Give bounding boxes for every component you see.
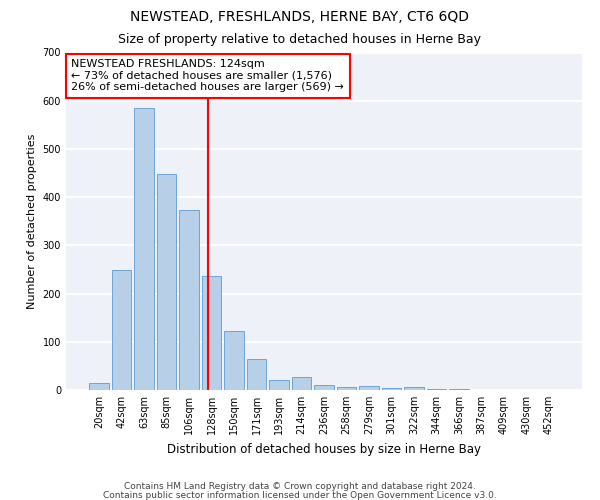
Bar [292, 376, 311, 390]
Bar [134, 108, 154, 390]
Bar [224, 331, 244, 390]
Bar [89, 383, 109, 390]
Bar [157, 174, 176, 390]
Text: Contains HM Land Registry data © Crown copyright and database right 2024.: Contains HM Land Registry data © Crown c… [124, 482, 476, 491]
Text: Contains public sector information licensed under the Open Government Licence v3: Contains public sector information licen… [103, 491, 497, 500]
Bar [449, 389, 469, 390]
Bar [427, 388, 446, 390]
Bar [337, 386, 356, 390]
Text: NEWSTEAD, FRESHLANDS, HERNE BAY, CT6 6QD: NEWSTEAD, FRESHLANDS, HERNE BAY, CT6 6QD [131, 10, 470, 24]
Bar [404, 386, 424, 390]
X-axis label: Distribution of detached houses by size in Herne Bay: Distribution of detached houses by size … [167, 442, 481, 456]
Bar [382, 388, 401, 390]
Y-axis label: Number of detached properties: Number of detached properties [27, 134, 37, 309]
Text: Size of property relative to detached houses in Herne Bay: Size of property relative to detached ho… [119, 32, 482, 46]
Bar [202, 276, 221, 390]
Bar [314, 385, 334, 390]
Bar [269, 380, 289, 390]
Text: NEWSTEAD FRESHLANDS: 124sqm
← 73% of detached houses are smaller (1,576)
26% of : NEWSTEAD FRESHLANDS: 124sqm ← 73% of det… [71, 59, 344, 92]
Bar [179, 210, 199, 390]
Bar [359, 386, 379, 390]
Bar [112, 270, 131, 390]
Bar [247, 358, 266, 390]
